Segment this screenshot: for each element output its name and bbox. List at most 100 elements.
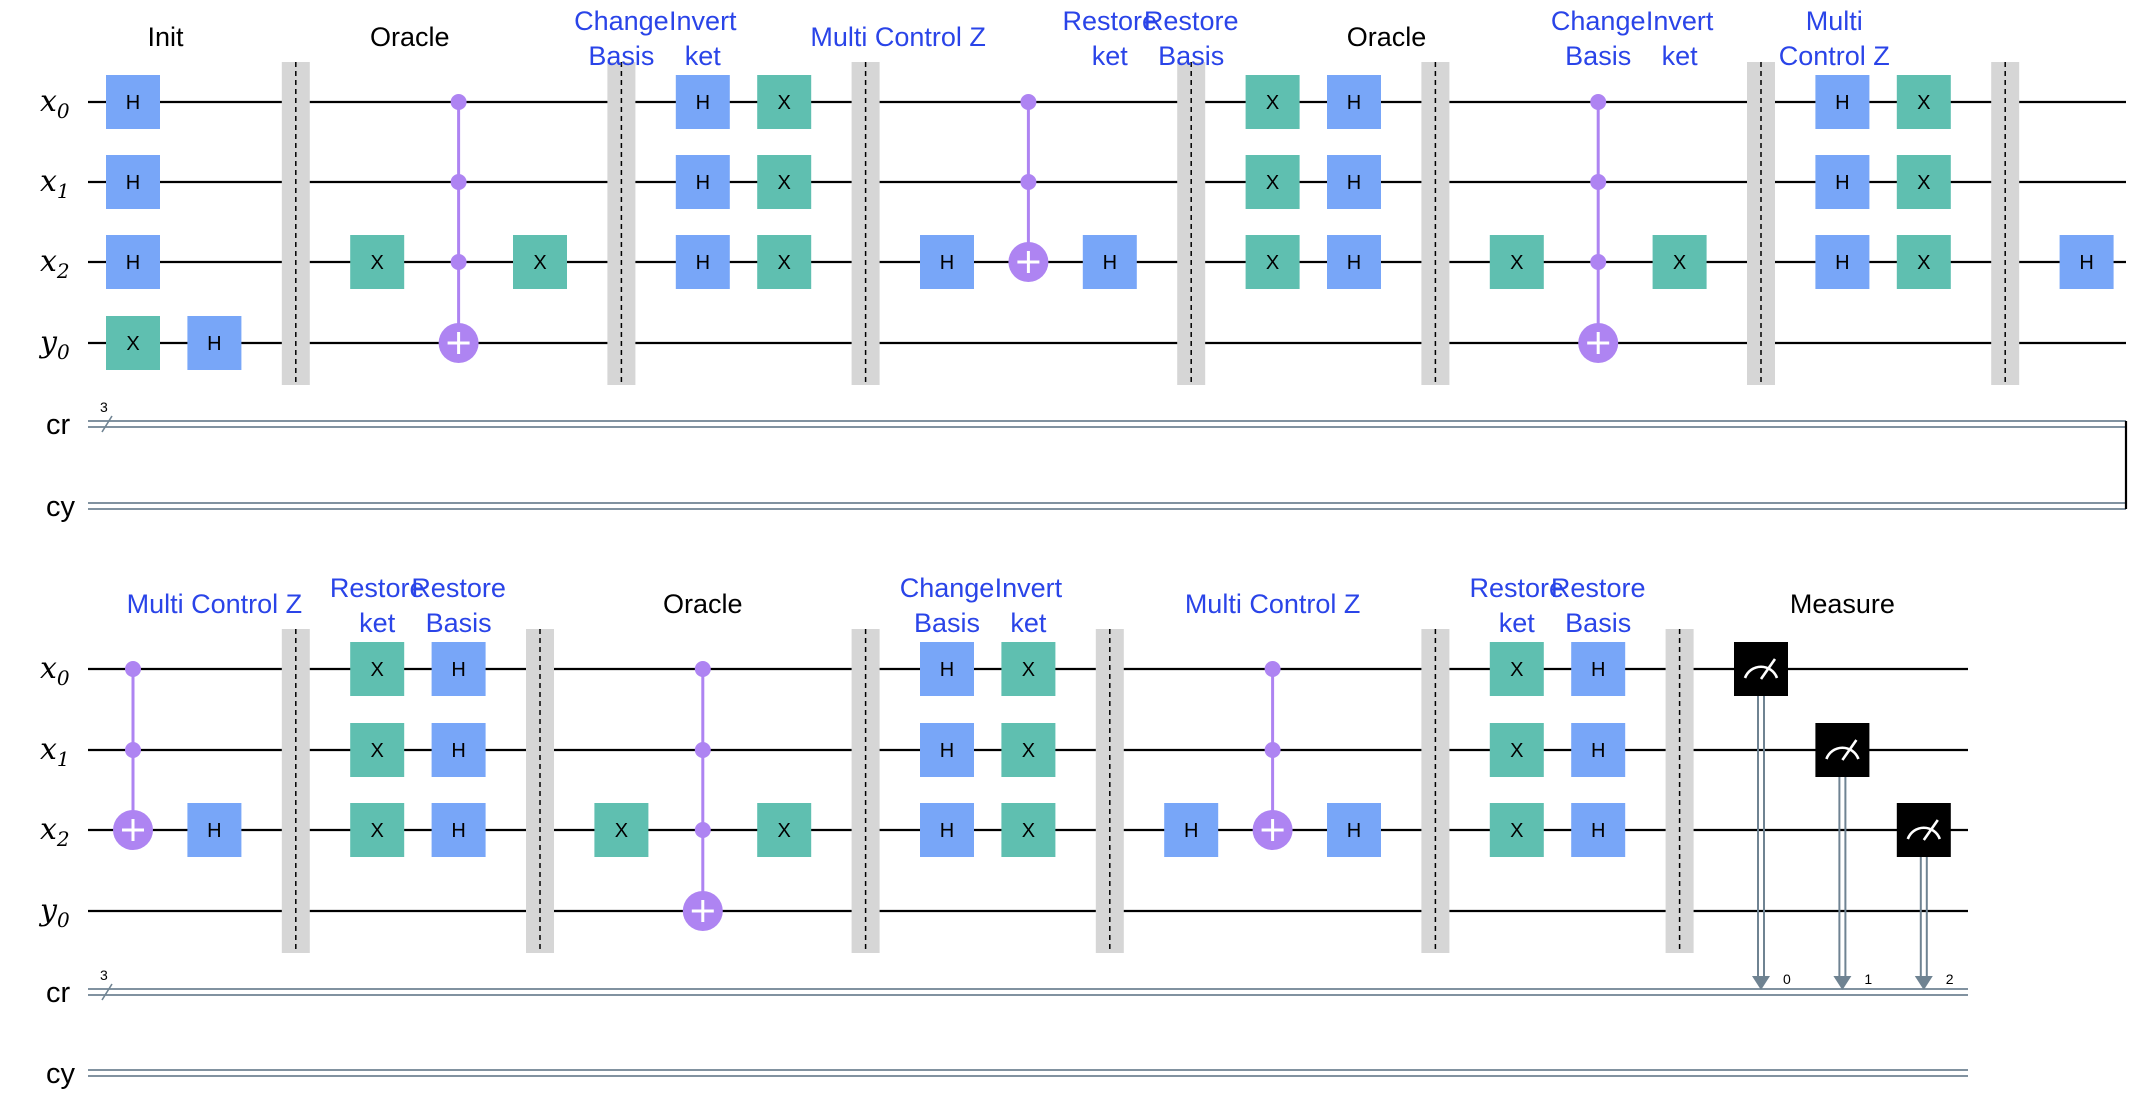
pauli-x-gate [350, 723, 405, 777]
register-label: cr [46, 409, 71, 441]
gate-label: X [1510, 252, 1523, 274]
wire-label: y0 [38, 325, 70, 364]
measure-bit-label: 1 [1864, 971, 1872, 987]
gate-label: H [1184, 820, 1198, 842]
section-label: Change [574, 6, 669, 36]
hadamard-gate [431, 723, 486, 777]
pauli-x-gate [1652, 235, 1707, 289]
control-dot [1264, 742, 1281, 758]
gate-label: X [778, 820, 791, 842]
barrier [607, 62, 636, 385]
wire-index: 1 [57, 179, 70, 203]
pauli-x-gate [1489, 642, 1544, 696]
register-label: cr [46, 977, 71, 1009]
barrier [281, 62, 310, 385]
section-label: ket [1499, 608, 1536, 638]
pauli-x-gate [513, 235, 567, 289]
register-label: cy [46, 1058, 76, 1090]
pauli-x-gate [1489, 803, 1544, 857]
gate-label: H [2079, 252, 2093, 274]
gate-label: X [371, 252, 384, 274]
wire-index: 2 [56, 827, 70, 851]
measure-arrow [1752, 976, 1770, 990]
gate-label: H [1591, 659, 1605, 681]
hadamard-gate [1327, 235, 1381, 289]
section-label: Basis [1158, 41, 1224, 71]
hadamard-gate [920, 723, 974, 777]
section-label: Oracle [1347, 22, 1427, 52]
control-dot [1590, 94, 1607, 110]
bundle-slash [101, 415, 113, 433]
gate-label: H [1103, 252, 1117, 274]
meter-arc [1906, 826, 1942, 840]
pauli-x-gate [350, 642, 405, 696]
measure-arrow [1914, 976, 1933, 990]
measure-arrow [1833, 976, 1852, 990]
control-dot [694, 661, 711, 677]
bundle-width-label: 3 [100, 399, 108, 415]
hadamard-gate [1327, 803, 1381, 857]
section-label: Restore [1063, 6, 1158, 36]
gate-label: X [1917, 92, 1930, 114]
wire-index: 0 [57, 666, 70, 690]
section-label: Basis [588, 41, 654, 71]
gate-label: X [1510, 740, 1523, 762]
gate-label: H [207, 333, 221, 355]
gate-label: H [696, 252, 710, 274]
gate-label: X [1673, 252, 1686, 274]
gate-label: H [126, 92, 140, 114]
section-label: Restore [330, 573, 425, 603]
gate-label: H [207, 820, 221, 842]
control-dot [125, 742, 141, 758]
hadamard-gate [675, 75, 730, 129]
control-dot [1590, 174, 1607, 190]
section-label: ket [1010, 608, 1047, 638]
section-label: Multi Control Z [1185, 589, 1361, 619]
section-label: Measure [1790, 589, 1895, 619]
barrier [1177, 62, 1206, 385]
gate-label: H [1347, 172, 1361, 194]
measure-gate [1896, 803, 1951, 857]
gate-label: H [451, 820, 465, 842]
pauli-x-gate [1245, 75, 1300, 129]
gate-label: X [533, 252, 546, 274]
gate-label: X [371, 820, 384, 842]
hadamard-gate [920, 803, 974, 857]
pauli-x-gate [1245, 155, 1300, 209]
pauli-x-gate [1001, 803, 1056, 857]
gate-label: H [1347, 252, 1361, 274]
gate-label: H [1835, 172, 1849, 194]
hadamard-gate [2059, 235, 2114, 289]
hadamard-gate [1815, 155, 1870, 209]
gate-label: H [451, 740, 465, 762]
hadamard-gate [106, 235, 160, 289]
section-label: ket [1662, 41, 1699, 71]
hadamard-gate [1164, 803, 1219, 857]
section-label: Invert [1646, 6, 1714, 36]
hadamard-gate [1815, 75, 1870, 129]
control-dot [1590, 254, 1607, 270]
section-label: Basis [1565, 608, 1631, 638]
hadamard-gate [1571, 803, 1626, 857]
measure-bit-label: 2 [1946, 971, 1954, 987]
hadamard-gate [187, 316, 242, 370]
pauli-x-gate [1896, 155, 1951, 209]
gate-label: X [1022, 820, 1035, 842]
section-label: Restore [1551, 573, 1646, 603]
control-dot [1020, 174, 1037, 190]
gate-label: H [696, 172, 710, 194]
barrier [1421, 62, 1450, 385]
hadamard-gate [675, 235, 730, 289]
gate-label: X [1022, 659, 1035, 681]
hadamard-gate [431, 642, 486, 696]
hadamard-gate [1327, 75, 1381, 129]
gate-label: H [1347, 92, 1361, 114]
gate-label: H [126, 252, 140, 274]
control-dot [1264, 661, 1281, 677]
section-label: ket [1092, 41, 1129, 71]
meter-arc [1825, 746, 1860, 760]
barrier [1747, 62, 1775, 385]
wire-index: 2 [56, 259, 70, 283]
